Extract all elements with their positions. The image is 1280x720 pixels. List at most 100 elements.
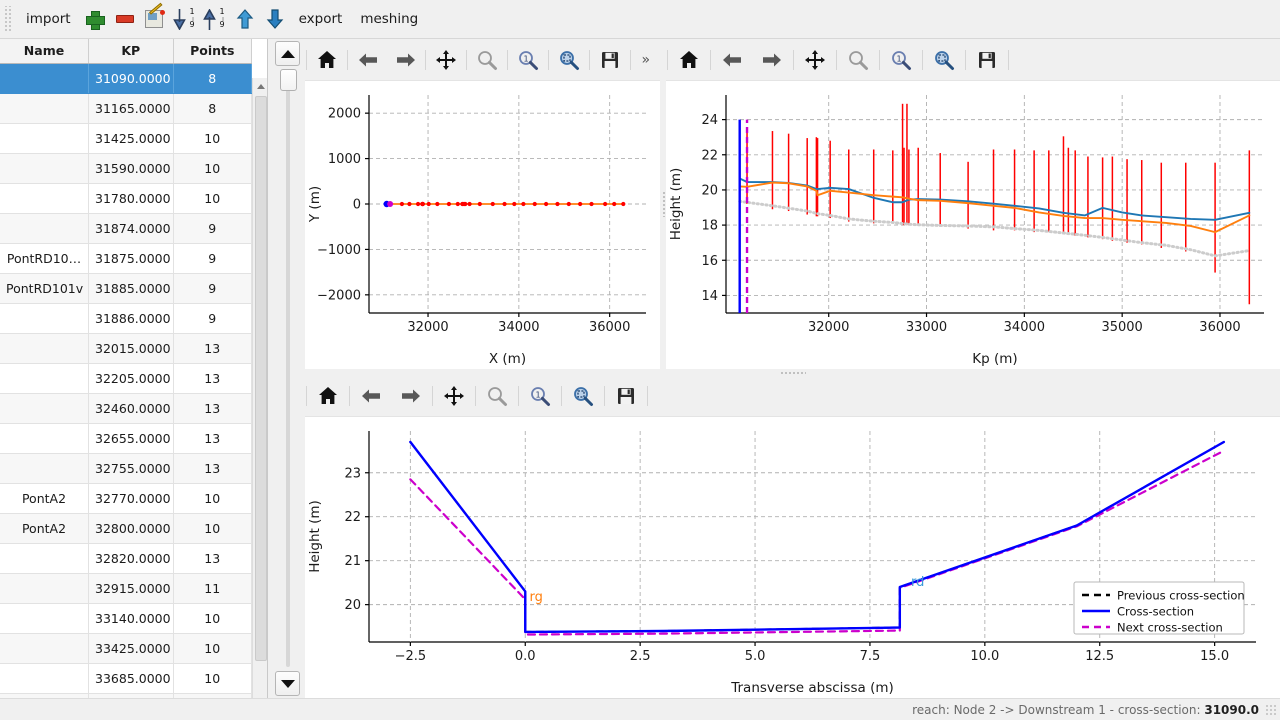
cell-points[interactable]: 8 xyxy=(173,63,252,94)
import-button[interactable]: import xyxy=(26,11,71,27)
cell-name[interactable]: PontRD101v xyxy=(0,273,90,304)
pan-button[interactable] xyxy=(434,379,474,413)
longitudinal-profile-canvas[interactable]: 32000 33000 34000 35000 36000 14 16 18 20 22 24 Kp … xyxy=(666,81,1280,369)
toolbar-drag-handle[interactable] xyxy=(3,6,12,32)
cell-name[interactable] xyxy=(0,693,90,698)
cell-kp[interactable]: 32770.0000 xyxy=(88,483,174,514)
table-row[interactable]: 31090.0000 8 xyxy=(0,63,252,94)
pan-button[interactable] xyxy=(427,43,465,77)
toolbar-overflow-button[interactable]: » xyxy=(641,51,651,68)
cell-points[interactable]: 9 xyxy=(173,303,252,334)
cell-kp[interactable]: 31780.0000 xyxy=(88,183,174,214)
slider-handle[interactable] xyxy=(280,69,297,91)
save-button[interactable] xyxy=(591,43,629,77)
cell-name[interactable]: PontA2 xyxy=(0,483,90,514)
cell-name[interactable] xyxy=(0,183,90,214)
cell-points[interactable]: 13 xyxy=(173,543,252,574)
cell-name[interactable] xyxy=(0,573,90,604)
cell-name[interactable]: PontA2 xyxy=(0,513,90,544)
table-row[interactable] xyxy=(0,693,252,698)
cell-kp[interactable]: 32755.0000 xyxy=(88,453,174,484)
slider-down-button[interactable] xyxy=(275,671,300,696)
table-row[interactable]: PontA2 32800.0000 10 xyxy=(0,513,252,544)
scroll-up-button[interactable] xyxy=(253,78,267,94)
slider-track[interactable] xyxy=(286,71,290,667)
table-row[interactable]: 32820.0000 13 xyxy=(0,543,252,574)
resize-grip[interactable] xyxy=(1265,703,1277,716)
cell-name[interactable]: PontRD10… xyxy=(0,243,90,274)
table-row[interactable]: 31874.0000 9 xyxy=(0,213,252,244)
cell-points[interactable]: 10 xyxy=(173,603,252,634)
cell-name[interactable] xyxy=(0,633,90,664)
export-button[interactable]: export xyxy=(298,11,343,27)
table-row[interactable]: PontRD101v 31885.0000 9 xyxy=(0,273,252,304)
zoom-one-button[interactable]: 1 xyxy=(509,43,547,77)
scrollbar-thumb[interactable] xyxy=(255,96,267,661)
cell-points[interactable]: 13 xyxy=(173,393,252,424)
cell-kp[interactable]: 31090.0000 xyxy=(88,63,174,94)
table-row[interactable]: 31425.0000 10 xyxy=(0,123,252,154)
cell-name[interactable] xyxy=(0,453,90,484)
cell-points[interactable]: 10 xyxy=(173,123,252,154)
horizontal-splitter[interactable] xyxy=(305,369,1280,375)
table-row[interactable]: 31590.0000 10 xyxy=(0,153,252,184)
table-row[interactable]: 33685.0000 10 xyxy=(0,663,252,694)
table-vertical-scrollbar[interactable] xyxy=(252,78,267,698)
cell-points[interactable]: 9 xyxy=(173,213,252,244)
cell-kp[interactable]: 31875.0000 xyxy=(88,243,174,274)
table-row[interactable]: 32205.0000 13 xyxy=(0,363,252,394)
cross-section-chart[interactable]: 20 21 22 23 Transverse abscissa (m) Height (m… xyxy=(305,417,1280,698)
cell-kp[interactable]: 33425.0000 xyxy=(88,633,174,664)
cell-kp[interactable]: 32205.0000 xyxy=(88,363,174,394)
cell-kp[interactable]: 32655.0000 xyxy=(88,423,174,454)
cell-kp[interactable]: 33140.0000 xyxy=(88,603,174,634)
cell-name[interactable] xyxy=(0,333,90,364)
plan-view-canvas[interactable]: 32000 34000 36000 −2000 −1000 0 1000 2000 X (m) Y… xyxy=(305,81,660,369)
cell-name[interactable] xyxy=(0,63,90,94)
zoom-button[interactable] xyxy=(468,43,506,77)
cell-kp[interactable]: 31874.0000 xyxy=(88,213,174,244)
cell-kp[interactable]: 31165.0000 xyxy=(88,93,174,124)
cell-kp[interactable]: 31886.0000 xyxy=(88,303,174,334)
cell-kp[interactable]: 31885.0000 xyxy=(88,273,174,304)
slider-up-button[interactable] xyxy=(275,41,300,66)
cell-kp[interactable]: 32800.0000 xyxy=(88,513,174,544)
cell-name[interactable] xyxy=(0,213,90,244)
cell-points[interactable]: 8 xyxy=(173,93,252,124)
cell-points[interactable]: 10 xyxy=(173,633,252,664)
table-row[interactable]: PontRD10… 31875.0000 9 xyxy=(0,243,252,274)
zoom-rect-button[interactable] xyxy=(550,43,588,77)
move-down-button[interactable] xyxy=(260,5,290,33)
cell-points[interactable]: 13 xyxy=(173,333,252,364)
cell-points[interactable]: 10 xyxy=(173,183,252,214)
cell-kp[interactable]: 31590.0000 xyxy=(88,153,174,184)
cell-name[interactable] xyxy=(0,93,90,124)
cell-name[interactable] xyxy=(0,153,90,184)
edit-button[interactable] xyxy=(140,2,170,33)
column-header-name[interactable]: Name xyxy=(0,39,90,64)
cell-name[interactable] xyxy=(0,123,90,154)
zoom-one-button[interactable]: 1 xyxy=(881,43,921,77)
cell-points[interactable]: 10 xyxy=(173,483,252,514)
zoom-rect-button[interactable] xyxy=(924,43,964,77)
cell-kp[interactable]: 32460.0000 xyxy=(88,393,174,424)
home-button[interactable] xyxy=(308,43,346,77)
cell-points[interactable]: 13 xyxy=(173,423,252,454)
meshing-button[interactable]: meshing xyxy=(360,11,419,27)
forward-arrow-button[interactable] xyxy=(752,43,792,77)
cross-section-slider[interactable] xyxy=(269,39,305,698)
zoom-button[interactable] xyxy=(838,43,878,77)
table-row[interactable]: PontA2 32770.0000 10 xyxy=(0,483,252,514)
home-button[interactable] xyxy=(308,379,348,413)
table-row[interactable]: 32460.0000 13 xyxy=(0,393,252,424)
table-row[interactable]: 33140.0000 10 xyxy=(0,603,252,634)
table-row[interactable]: 31780.0000 10 xyxy=(0,183,252,214)
table-row[interactable]: 32015.0000 13 xyxy=(0,333,252,364)
cell-name[interactable] xyxy=(0,543,90,574)
forward-arrow-button[interactable] xyxy=(387,43,425,77)
forward-arrow-button[interactable] xyxy=(391,379,431,413)
cell-points[interactable] xyxy=(173,693,252,698)
plan-view-chart[interactable]: 32000 34000 36000 −2000 −1000 0 1000 2000 X (m) Y… xyxy=(305,81,660,369)
